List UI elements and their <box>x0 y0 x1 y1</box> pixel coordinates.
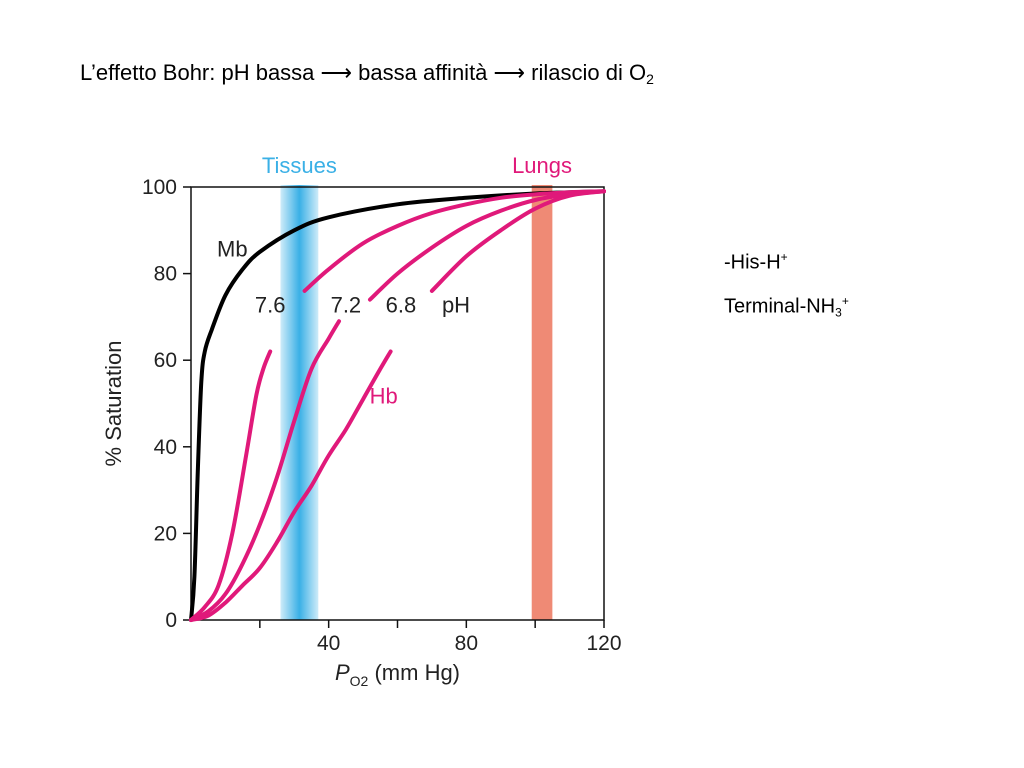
terminal-nh-superscript: + <box>841 294 849 308</box>
y-tick-label: 80 <box>154 263 177 286</box>
his-h-superscript: + <box>780 250 788 264</box>
labels-layer: Mb 7.6 7.2 6.8 pH Hb <box>217 236 470 408</box>
his-h-text: -His-H <box>724 251 781 274</box>
curve-7-2-upper <box>368 189 606 302</box>
curve-label-7-2: 7.2 <box>331 293 362 318</box>
x-axis-label-unit: (mm Hg) <box>368 660 460 685</box>
y-tick-label: 0 <box>165 609 177 632</box>
x-tick-label: 40 <box>317 632 340 655</box>
x-axis-label: PO2 (mm Hg) <box>335 660 460 689</box>
lungs-band <box>531 185 553 620</box>
curve-6-8 <box>189 349 393 622</box>
terminal-nh-subscript: 3 <box>835 305 842 320</box>
band-layer: Tissues Lungs <box>262 153 572 620</box>
ticks-layer: 0 20 40 60 80 100 40 80 120 % Saturation PO2 (mm H… <box>101 176 622 689</box>
curve-mb <box>189 189 606 622</box>
y-tick-label: 100 <box>142 176 177 199</box>
slide-title-subscript: 2 <box>646 71 654 87</box>
curve-label-ph: pH <box>442 293 470 318</box>
x-axis-label-p: P <box>335 660 350 685</box>
terminal-nh-text: Terminal-NH <box>724 295 836 318</box>
y-tick-label: 60 <box>154 349 177 372</box>
curve-label-mb: Mb <box>217 236 248 261</box>
x-tick-label: 80 <box>455 632 478 655</box>
his-h-label: -His-H+ <box>724 250 788 275</box>
slide-title: L’effetto Bohr: pH bassa ⟶ bassa affinit… <box>80 60 654 87</box>
terminal-nh3-label: Terminal-NH3+ <box>724 294 849 320</box>
y-tick-label: 20 <box>154 522 177 545</box>
curve-6-8-upper <box>429 189 606 293</box>
y-axis-label: % Saturation <box>101 341 126 467</box>
y-tick-label: 40 <box>154 436 177 459</box>
curve-label-6-8: 6.8 <box>386 293 417 318</box>
lungs-band-label: Lungs <box>512 153 572 178</box>
curve-7-2 <box>189 319 341 622</box>
x-tick-label: 120 <box>586 632 621 655</box>
curve-7-6 <box>189 349 273 622</box>
curves-layer <box>189 189 606 622</box>
curve-label-7-6: 7.6 <box>255 293 286 318</box>
x-axis-label-subscript: O2 <box>350 673 369 689</box>
tissues-band-label: Tissues <box>262 153 337 178</box>
curve-label-hb: Hb <box>370 384 398 409</box>
curve-7-6-upper <box>302 189 606 293</box>
slide-title-text: L’effetto Bohr: pH bassa ⟶ bassa affinit… <box>80 60 647 85</box>
